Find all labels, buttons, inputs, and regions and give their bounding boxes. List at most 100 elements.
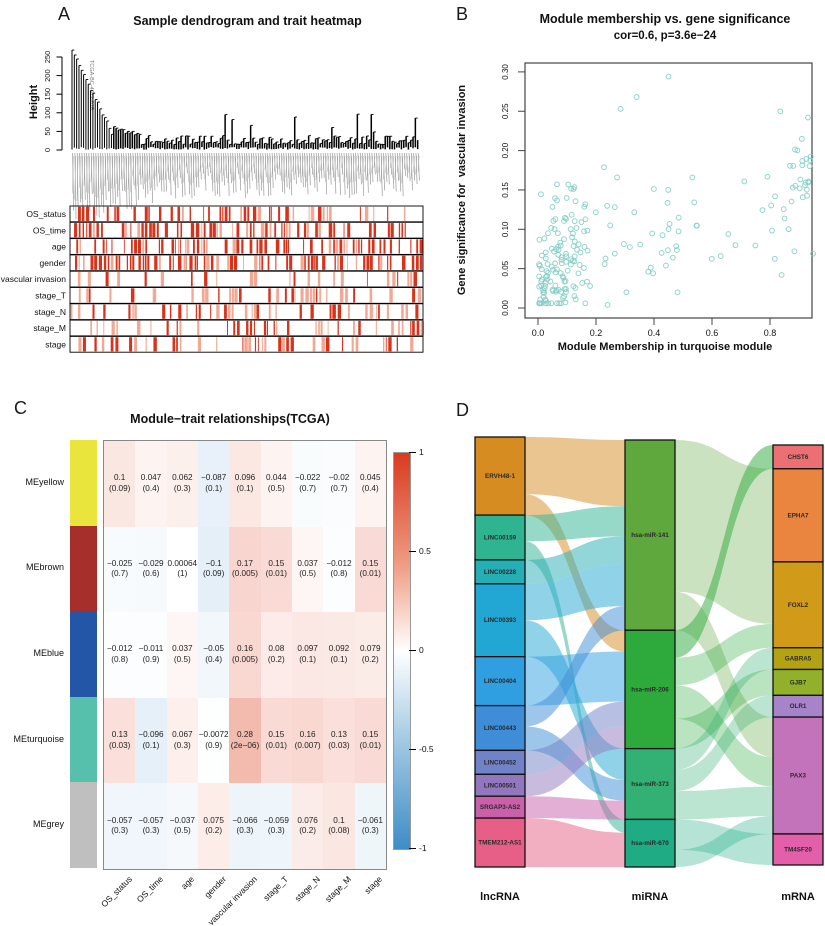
sample-label-mark	[190, 155, 193, 185]
trait-bar	[134, 304, 137, 319]
sample-label-mark	[383, 152, 385, 191]
trait-bar	[74, 255, 78, 270]
cell-correlation: 0.15	[268, 729, 285, 739]
sample-label-mark	[232, 152, 235, 193]
data-point	[650, 186, 657, 192]
sample-label-mark	[197, 152, 200, 188]
sample-label-mark	[192, 152, 195, 196]
scatter-points	[536, 73, 817, 308]
sample-label-mark	[403, 155, 406, 170]
trait-bar	[129, 255, 132, 270]
trait-bar	[164, 223, 168, 238]
node-label-LINC00159: LINC00159	[484, 534, 517, 541]
trait-row-label: gender	[40, 258, 67, 268]
trait-row-label: stage_N	[34, 307, 66, 317]
trait-cell: 0.092 (0.1)	[323, 612, 355, 698]
trait-bar	[171, 239, 175, 254]
cell-correlation: 0.17	[237, 558, 253, 568]
sample-label-mark	[199, 155, 202, 172]
data-point	[805, 114, 811, 121]
trait-cell: −0.012 (0.8)	[104, 612, 136, 698]
cell-pvalue: (0.6)	[142, 569, 160, 579]
sample-label-mark	[273, 155, 276, 172]
sample-label-mark	[176, 155, 179, 178]
cell-correlation: 0.096	[234, 473, 256, 483]
trait-cell: −0.025 (0.7)	[104, 526, 136, 613]
trait-bar	[332, 304, 336, 319]
cell-correlation: 0.13	[330, 729, 347, 739]
data-point	[538, 300, 545, 307]
sample-label-mark	[308, 155, 311, 176]
trait-bar	[106, 239, 108, 254]
sample-label-mark	[264, 152, 267, 178]
sample-label-mark	[341, 152, 344, 175]
y-tick-label: 0.15	[501, 182, 510, 198]
trait-bar	[318, 320, 320, 336]
sample-label-mark	[413, 155, 415, 173]
trait-bar	[103, 320, 105, 336]
trait-bar	[197, 320, 200, 336]
trait-bar	[169, 304, 172, 319]
data-point	[650, 270, 657, 277]
sankey-caption-mrna: mRNA	[781, 891, 815, 903]
cell-pvalue: (0.4)	[361, 483, 379, 493]
sample-label-mark	[155, 155, 158, 177]
trait-bar	[218, 288, 220, 303]
sankey-caption-mirna: miRNA	[631, 891, 669, 903]
trait-cell: 0.15 (0.01)	[354, 526, 386, 613]
data-point	[805, 178, 812, 185]
sample-label-mark	[373, 155, 376, 169]
sample-label-mark	[148, 152, 151, 191]
trait-bar	[312, 288, 316, 303]
data-point	[557, 300, 564, 307]
data-point	[626, 244, 633, 250]
sample-label-mark	[211, 152, 214, 192]
cell-pvalue: (0.3)	[111, 826, 129, 836]
trait-bar	[254, 337, 257, 352]
data-point	[538, 191, 544, 198]
data-point	[649, 230, 656, 237]
trait-bar	[322, 206, 325, 221]
sample-label-mark	[97, 152, 100, 218]
sample-label-mark	[318, 152, 320, 182]
sample-label-mark	[109, 155, 111, 192]
cell-pvalue: (0.5)	[267, 483, 285, 493]
trait-bar	[309, 239, 313, 254]
sample-label-mark	[104, 152, 107, 201]
trait-bar	[383, 239, 386, 254]
trait-bar	[126, 255, 129, 270]
trait-row-frame	[69, 221, 424, 239]
sample-label-mark	[262, 155, 264, 183]
sample-label-mark	[382, 155, 385, 180]
trait-bar	[322, 255, 326, 270]
trait-bar	[107, 255, 110, 270]
cell-correlation: 0.045	[360, 473, 381, 483]
cell-correlation: −0.0072	[198, 729, 229, 739]
data-point	[542, 283, 548, 289]
trait-cell: −0.029 (0.6)	[135, 526, 167, 613]
cell-correlation: 0.075	[203, 815, 224, 825]
cell-correlation: 0.062	[172, 473, 193, 483]
cell-pvalue: (1)	[177, 569, 188, 579]
trait-bar	[227, 255, 230, 270]
trait-cell: 0.067 (0.3)	[166, 697, 198, 784]
panel-b-xlabel: Module Membership in turquoise module	[557, 341, 773, 353]
trait-bar	[342, 337, 344, 352]
trait-bar	[144, 255, 147, 270]
trait-bar	[284, 288, 287, 303]
link-LINC00501-to-hsa-miR-206	[525, 726, 625, 797]
data-point	[558, 256, 565, 263]
trait-bar	[184, 239, 186, 254]
data-point	[554, 230, 561, 237]
data-point	[796, 185, 803, 192]
data-point	[573, 225, 580, 231]
node-label-LINC00404: LINC00404	[484, 678, 517, 685]
cell-pvalue: (0.03)	[328, 740, 350, 750]
sample-label-mark	[116, 152, 119, 198]
trait-cell: −0.057 (0.3)	[135, 783, 167, 869]
data-point	[561, 286, 568, 292]
node-label-CHST6: CHST6	[788, 454, 809, 461]
data-point	[548, 300, 555, 307]
data-point	[572, 296, 579, 303]
data-point	[717, 253, 724, 259]
